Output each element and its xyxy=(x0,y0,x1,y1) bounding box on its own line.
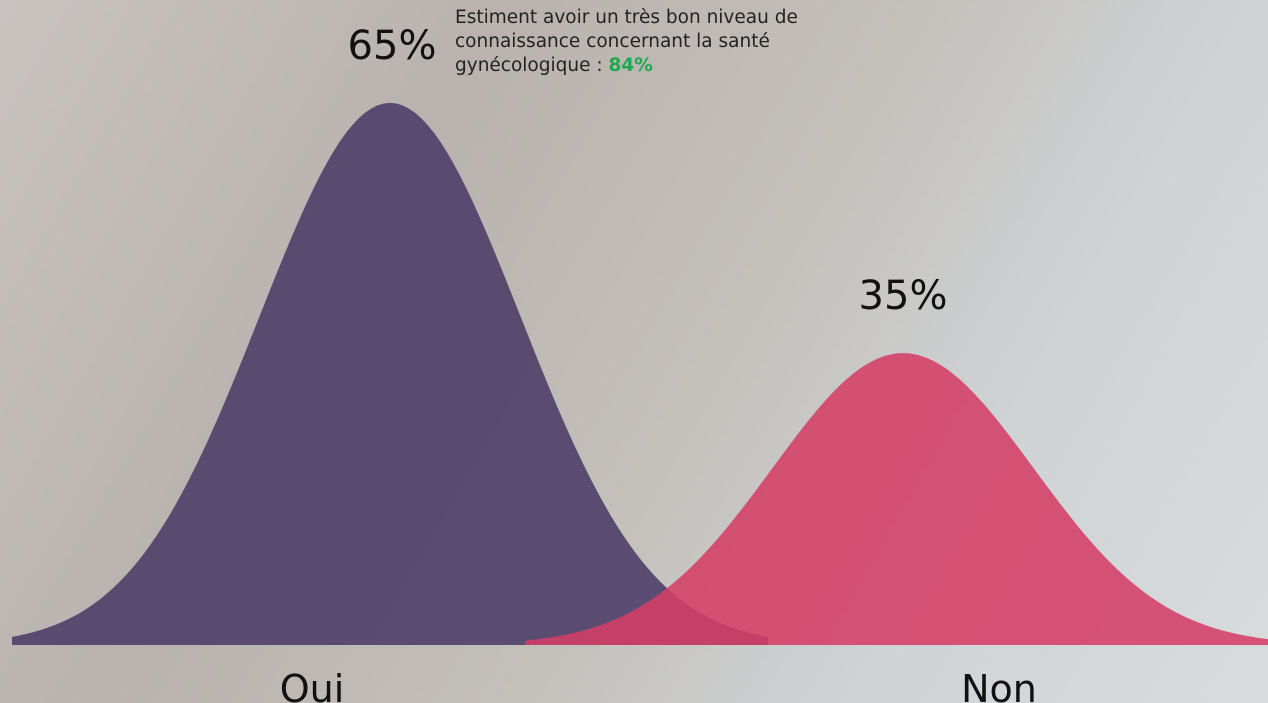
category-label: Oui xyxy=(280,667,345,703)
bell-curve xyxy=(12,102,768,645)
value-label: 65% xyxy=(348,23,437,69)
annotation-text: Estiment avoir un très bon niveau de con… xyxy=(455,7,798,76)
annotation-value: 84% xyxy=(608,55,653,76)
value-label: 35% xyxy=(859,273,948,319)
bell-curve xyxy=(525,353,1268,645)
category-label: Non xyxy=(961,667,1037,703)
annotation: Estiment avoir un très bon niveau de con… xyxy=(455,6,870,78)
